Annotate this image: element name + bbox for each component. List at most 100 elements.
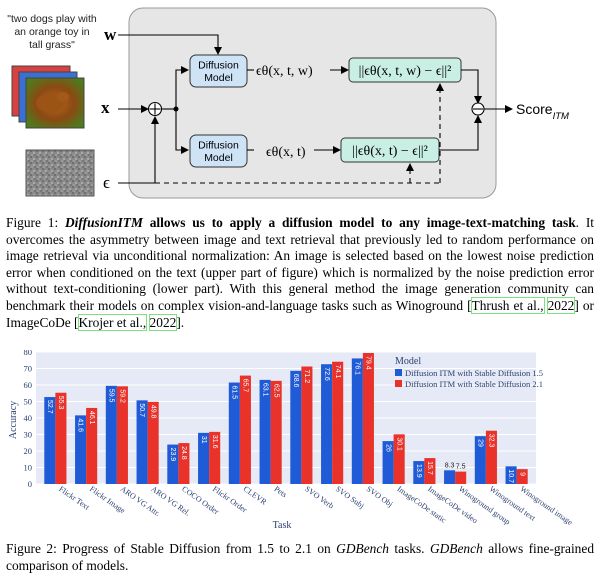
gdbench-bar-chart: 0 10 20 30 40 50 60 70 80 52.7 55.3 41.6 46.1 59.5 59… [8, 350, 575, 531]
cite2-close: ] [176, 314, 181, 330]
bar-value-label: 30.1 [395, 437, 402, 451]
cite-thrush-link[interactable]: Thrush et al., [470, 296, 545, 314]
caption2-end: allows fine-grained comparison of models… [6, 541, 595, 573]
bar-sd15 [382, 441, 394, 484]
bars [44, 352, 528, 484]
cite-thrush-year-link[interactable]: 2022 [546, 296, 576, 314]
bar-sd15 [321, 364, 333, 484]
x-tick-label: SVO Verb [303, 484, 335, 510]
bar-sd15 [136, 400, 148, 484]
caption2-bench1: GDBench [336, 541, 389, 556]
bar-sd21 [116, 386, 128, 484]
bar-value-label: 24.8 [180, 446, 187, 460]
caption1-mid: or ImageCoDe [6, 297, 594, 330]
bar-value-label: 61.5 [230, 386, 237, 400]
bar-sd21 [332, 361, 344, 484]
bar-value-label: 71.2 [303, 370, 310, 384]
prompt-line-2: an orange toy in [14, 26, 89, 38]
bar-value-label: 49.8 [149, 405, 156, 419]
bar-value-label: 59.5 [107, 389, 114, 403]
y-tick-label: 20 [24, 446, 33, 456]
bar-sd21 [270, 380, 282, 484]
bar-labels: 52.7 55.3 41.6 46.1 59.5 59.2 50.7 49.8 23.9 24.8… [46, 356, 525, 483]
bar-value-label: 62.5 [272, 384, 279, 398]
x-axis-title: Task [273, 520, 292, 531]
bar-value-label: 26 [384, 444, 391, 452]
bar-sd15 [444, 470, 456, 484]
bar-value-label: 29 [476, 439, 483, 447]
loss-top-text: ||ϵθ(x, t, w) − ϵ||² [359, 64, 452, 79]
bar-sd15 [228, 382, 240, 484]
score-subscript: ITM [553, 111, 569, 122]
bar-value-label: 41.6 [77, 418, 84, 432]
diffusion-top-line1: Diffusion [198, 60, 239, 72]
bar-value-label: 9 [518, 472, 525, 476]
y-tick-label: 80 [24, 350, 33, 357]
bar-value-label: 50.7 [138, 403, 145, 417]
legend-label-sd21: Diffusion ITM with Stable Diffusion 2.1 [405, 379, 543, 389]
figure2-caption: Figure 2: Progress of Stable Diffusion f… [6, 541, 594, 574]
loss-box-bottom: ||ϵθ(x, t) − ϵ||² [340, 137, 440, 163]
diffusion-model-top: Diffusion Model [189, 54, 248, 88]
loss-box-top: ||ϵθ(x, t, w) − ϵ||² [348, 57, 462, 83]
caption2-mid: tasks. [388, 541, 430, 556]
x-tick-label: CLEVR [242, 484, 269, 507]
caption1-prefix: Figure 1: [6, 215, 65, 230]
bar-value-label: 13.9 [415, 464, 422, 478]
bar-sd21 [55, 392, 67, 484]
label-w: w [104, 25, 117, 44]
bar-sd21 [239, 375, 251, 484]
label-epsilon: ϵ [103, 173, 110, 192]
bar-sd21 [393, 434, 405, 484]
eps-bottom-output: ϵθ(x, t) [266, 145, 306, 160]
bar-value-label: 55.3 [57, 396, 64, 410]
caption1-end: . [180, 314, 185, 330]
minus-operator [471, 102, 485, 116]
bar-sd15 [167, 444, 179, 484]
plus-operator [147, 101, 163, 117]
bar-value-label: 76.1 [353, 361, 360, 375]
bar-sd21 [485, 430, 497, 484]
bar-sd21 [424, 458, 436, 484]
caption1-body: . It overcomes the asymmetry between ima… [6, 215, 594, 313]
prompt-line-1: "two dogs play with [7, 13, 97, 25]
bar-value-label: 74.1 [334, 365, 341, 379]
cite-krojer-year-link[interactable]: 2022 [148, 313, 178, 331]
bar-sd15 [105, 385, 117, 484]
bar-value-label: 7.5 [456, 464, 466, 471]
cite1-open: [ [467, 297, 472, 313]
w-arrow [118, 34, 222, 55]
bar-sd15 [351, 358, 363, 484]
bar-value-label: 52.7 [46, 400, 53, 414]
bar-sd15 [290, 370, 302, 484]
x-tick-label: Winoground image [518, 484, 574, 527]
bar-sd15 [259, 379, 271, 484]
bar-value-label: 65.7 [242, 379, 249, 393]
diffusion-itm-diagram: "two dogs play with an orange toy in tal… [7, 7, 569, 199]
diffusion-top-line2: Model [204, 72, 233, 84]
prompt-line-3: tall grass" [29, 39, 75, 51]
legend: Model Diffusion ITM with Stable Diffusio… [395, 356, 543, 389]
caption2-prefix: Figure 2: Progress of Stable Diffusion f… [6, 541, 337, 556]
bar-value-label: 10.7 [507, 469, 514, 483]
bar-sd21 [147, 401, 159, 484]
x-tick-label: Flickr Text [57, 484, 92, 512]
bar-value-label: 68.6 [292, 374, 299, 388]
bar-sd21 [516, 469, 528, 484]
bar-value-label: 79.4 [365, 356, 372, 370]
y-tick-label: 50 [24, 397, 33, 407]
diffusion-bottom-line1: Diffusion [198, 140, 239, 152]
y-tick-label: 60 [24, 380, 33, 390]
score-main: Score [516, 101, 553, 117]
caption2-bench2: GDBench [429, 541, 483, 556]
cite-krojer-link[interactable]: Krojer et al., [77, 313, 148, 331]
legend-swatch-sd21 [395, 380, 402, 387]
score-label: ScoreITM [516, 101, 569, 122]
legend-label-sd15: Diffusion ITM with Stable Diffusion 1.5 [405, 368, 543, 378]
bar-value-label: 32.3 [488, 434, 495, 448]
bar-value-label: 59.2 [119, 389, 126, 403]
bar-sd15 [44, 397, 56, 484]
model-panel [128, 7, 497, 199]
y-tick-label: 40 [24, 413, 33, 423]
bar-sd21 [209, 431, 221, 484]
